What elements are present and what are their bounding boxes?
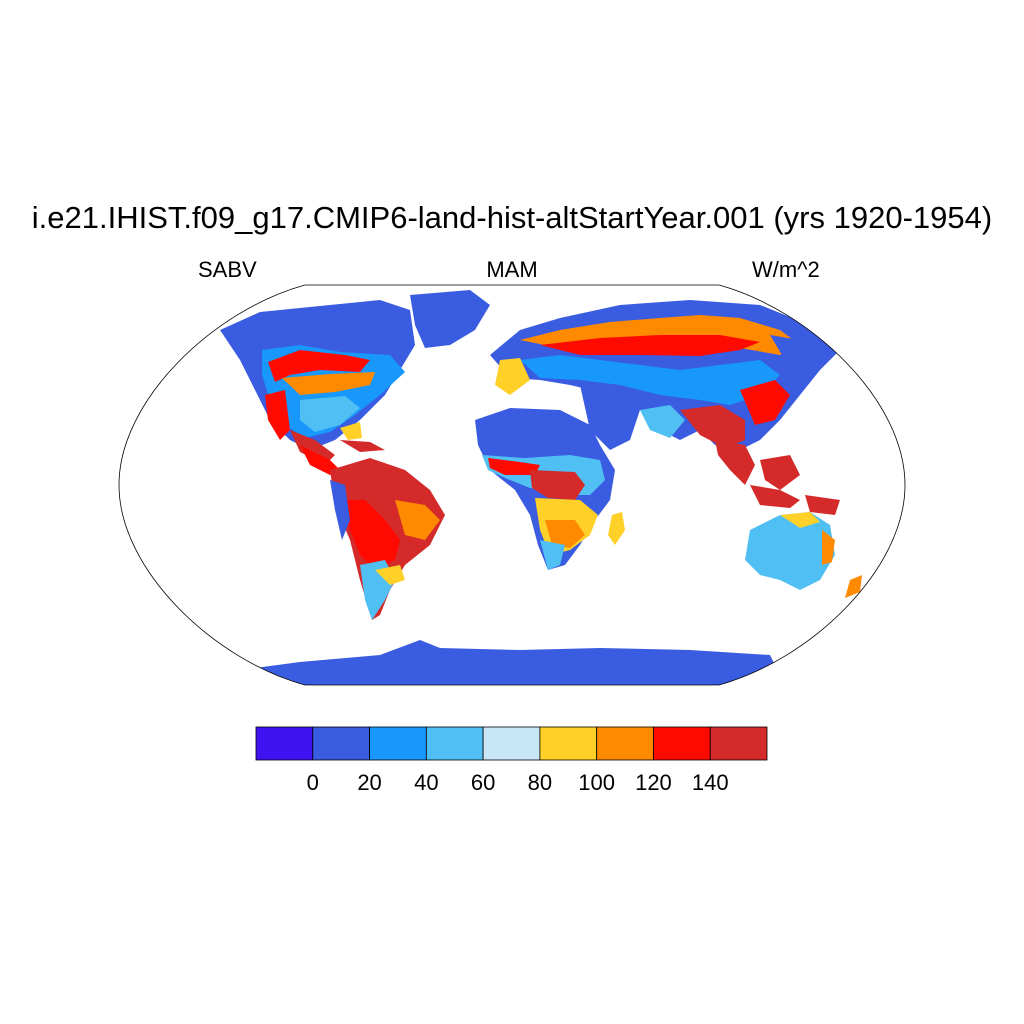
southeast-asia bbox=[715, 440, 840, 515]
colorbar-swatch bbox=[539, 726, 598, 761]
greenland bbox=[410, 290, 490, 348]
colorbar-swatch bbox=[709, 726, 768, 761]
map-title: i.e21.IHIST.f09_g17.CMIP6-land-hist-altS… bbox=[31, 200, 993, 235]
colorbar-tick-label: 40 bbox=[414, 770, 438, 795]
colorbar-swatch bbox=[312, 726, 370, 761]
colorbar: 0 20 40 60 80 100 120 140 bbox=[255, 726, 768, 795]
eurasia bbox=[490, 300, 840, 450]
madagascar bbox=[608, 512, 625, 545]
colorbar-swatch bbox=[653, 726, 711, 761]
africa bbox=[475, 408, 615, 570]
colorbar-swatch bbox=[255, 726, 314, 761]
colorbar-swatch bbox=[596, 726, 654, 761]
caribbean bbox=[340, 440, 385, 452]
north-america bbox=[220, 300, 415, 475]
colorbar-swatch bbox=[482, 726, 541, 761]
colorbar-tick-label: 60 bbox=[471, 770, 495, 795]
colorbar-tick-label: 100 bbox=[578, 770, 615, 795]
map-border bbox=[118, 284, 906, 686]
australia bbox=[745, 512, 835, 590]
colorbar-tick-label: 0 bbox=[307, 770, 319, 795]
antarctica bbox=[255, 640, 780, 685]
arabia bbox=[580, 385, 640, 450]
colorbar-tick-label: 120 bbox=[635, 770, 672, 795]
colorbar-tick-label: 20 bbox=[357, 770, 381, 795]
colorbar-tick-label: 140 bbox=[692, 770, 729, 795]
colorbar-swatch bbox=[425, 726, 484, 761]
land-fields bbox=[220, 290, 862, 685]
units-label: W/m^2 bbox=[752, 257, 820, 282]
new-zealand bbox=[845, 575, 862, 598]
south-america bbox=[330, 458, 445, 620]
season-label: MAM bbox=[486, 257, 538, 282]
colorbar-tick-label: 80 bbox=[528, 770, 552, 795]
variable-label: SABV bbox=[198, 257, 257, 282]
colorbar-swatch bbox=[369, 726, 427, 761]
